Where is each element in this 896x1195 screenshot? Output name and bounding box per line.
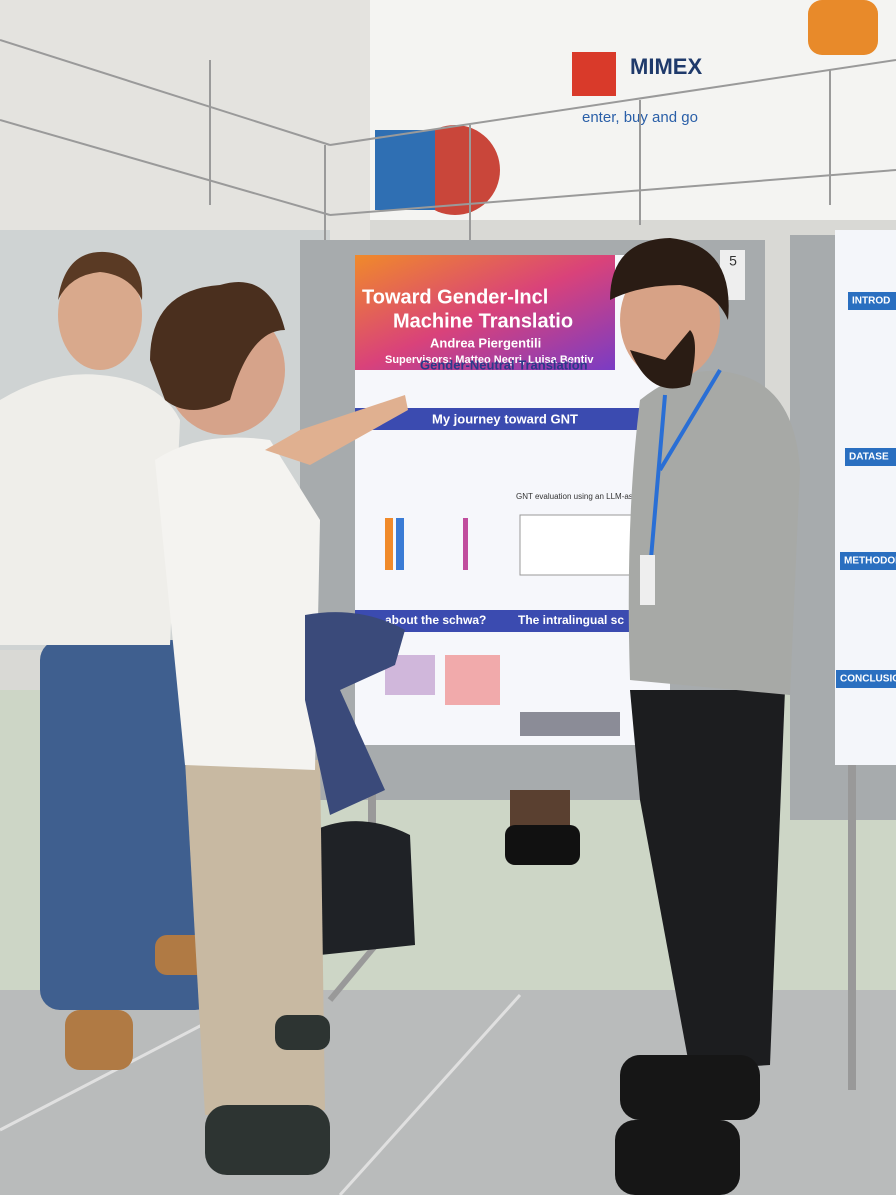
backpack (315, 821, 415, 955)
logo-cube (572, 52, 616, 96)
poster-title: Toward Gender-Incl (362, 286, 548, 308)
head (620, 260, 720, 380)
tshirt (155, 437, 320, 770)
lanyard (648, 368, 722, 571)
arm (265, 395, 408, 465)
poster-figure (519, 514, 641, 576)
section-heading: METHODOL (844, 556, 896, 567)
section-bar (355, 610, 670, 632)
shoe (615, 1120, 740, 1195)
beard (630, 330, 695, 389)
section-heading: INTROD (852, 296, 890, 307)
legs-behind (510, 790, 570, 830)
hair (150, 282, 285, 410)
poster-title: Machine Translatio (393, 310, 573, 332)
rail (0, 119, 331, 216)
poster-figure (463, 518, 468, 570)
section-bar (836, 670, 896, 688)
shirt (0, 374, 180, 645)
badge (640, 555, 655, 605)
section-heading: The intralingual sc (518, 613, 624, 627)
poster-text: GNT evaluation using an LLM-as-a-J (516, 492, 647, 501)
orange-sign (808, 0, 878, 55)
shoe (65, 1010, 133, 1070)
hair (58, 251, 143, 300)
ceiling (0, 0, 370, 240)
jeans (40, 640, 215, 1010)
shoe (205, 1105, 330, 1175)
rail (0, 39, 331, 146)
shoe (275, 1015, 330, 1050)
trousers (630, 690, 785, 1070)
side-sections: INTROD DATASE METHODOL CONCLUSIO (836, 292, 896, 688)
poster-supervisors: Supervisors: Matteo Negri, Luisa Bentiv (385, 354, 594, 366)
poster-author: Andrea Piergentili (430, 335, 541, 350)
section-heading: Gender-Neutral Translation (420, 357, 588, 372)
shoe (620, 1055, 760, 1120)
railing (0, 39, 896, 255)
section-bar (840, 552, 896, 570)
person-middle (150, 282, 408, 1175)
section-bar (845, 448, 896, 466)
shoes-behind (505, 825, 580, 865)
poster-figure (396, 518, 404, 570)
qr-codes (520, 712, 620, 736)
section-heading: My journey toward GNT (432, 411, 578, 426)
poster-header (355, 255, 615, 370)
brand: MIMEX (630, 54, 702, 79)
jacket (305, 612, 405, 815)
poster-figure (445, 655, 500, 705)
poster-figure (385, 518, 393, 570)
trousers (185, 760, 325, 1115)
tile-line (338, 993, 522, 1195)
artwork (375, 130, 435, 210)
section-heading: DATASE (849, 452, 889, 463)
section-heading: about the schwa? (385, 613, 486, 627)
stand-foot (327, 938, 383, 1002)
hair (610, 238, 729, 320)
rail (329, 59, 896, 146)
board-number: 5 (729, 253, 737, 269)
section-heading: CONCLUSIO (840, 674, 896, 685)
section-bar (848, 292, 896, 310)
section-bar (355, 408, 670, 430)
head (58, 260, 142, 370)
person-right (610, 238, 800, 1195)
rail (329, 169, 896, 216)
